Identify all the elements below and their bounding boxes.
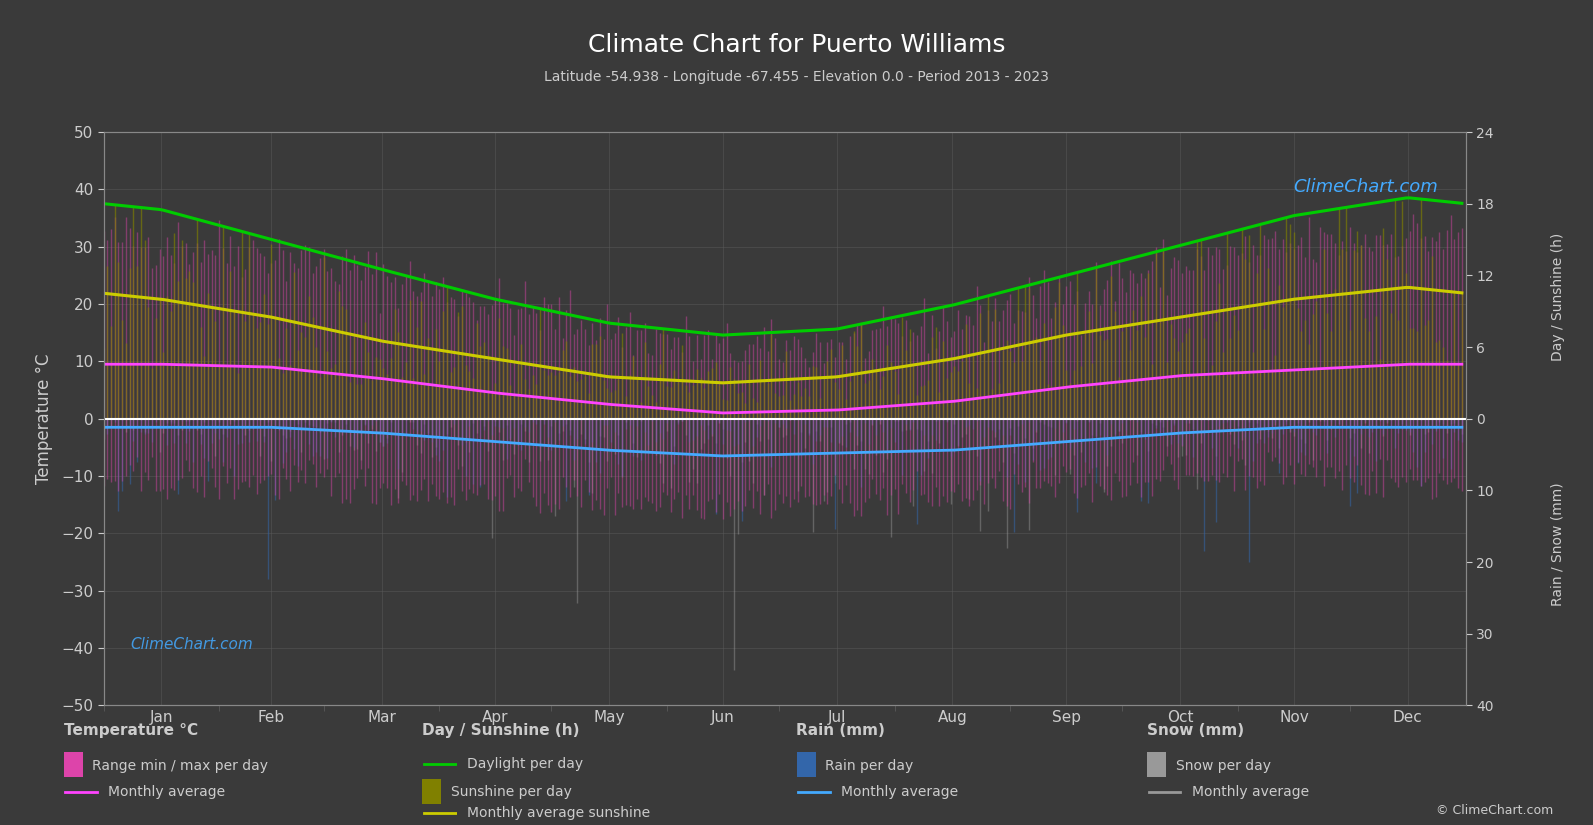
Text: Temperature °C: Temperature °C — [64, 724, 198, 738]
Text: ClimeChart.com: ClimeChart.com — [1294, 178, 1438, 196]
Text: ClimeChart.com: ClimeChart.com — [131, 637, 253, 652]
Text: Latitude -54.938 - Longitude -67.455 - Elevation 0.0 - Period 2013 - 2023: Latitude -54.938 - Longitude -67.455 - E… — [545, 70, 1048, 84]
Text: Climate Chart for Puerto Williams: Climate Chart for Puerto Williams — [588, 33, 1005, 57]
Text: Monthly average: Monthly average — [108, 785, 226, 799]
Text: Rain (mm): Rain (mm) — [796, 724, 886, 738]
Text: Day / Sunshine (h): Day / Sunshine (h) — [1552, 233, 1564, 361]
Text: Snow (mm): Snow (mm) — [1147, 724, 1244, 738]
Text: Monthly average: Monthly average — [841, 785, 959, 799]
Text: Day / Sunshine (h): Day / Sunshine (h) — [422, 724, 580, 738]
Text: Rain per day: Rain per day — [825, 759, 913, 772]
Text: Rain / Snow (mm): Rain / Snow (mm) — [1552, 483, 1564, 606]
Text: © ClimeChart.com: © ClimeChart.com — [1435, 804, 1553, 817]
Text: Daylight per day: Daylight per day — [467, 757, 583, 771]
Text: Sunshine per day: Sunshine per day — [451, 785, 572, 799]
Y-axis label: Temperature °C: Temperature °C — [35, 353, 53, 484]
Text: Range min / max per day: Range min / max per day — [92, 759, 268, 772]
Text: Snow per day: Snow per day — [1176, 759, 1271, 772]
Text: Monthly average sunshine: Monthly average sunshine — [467, 807, 650, 820]
Text: Monthly average: Monthly average — [1192, 785, 1309, 799]
